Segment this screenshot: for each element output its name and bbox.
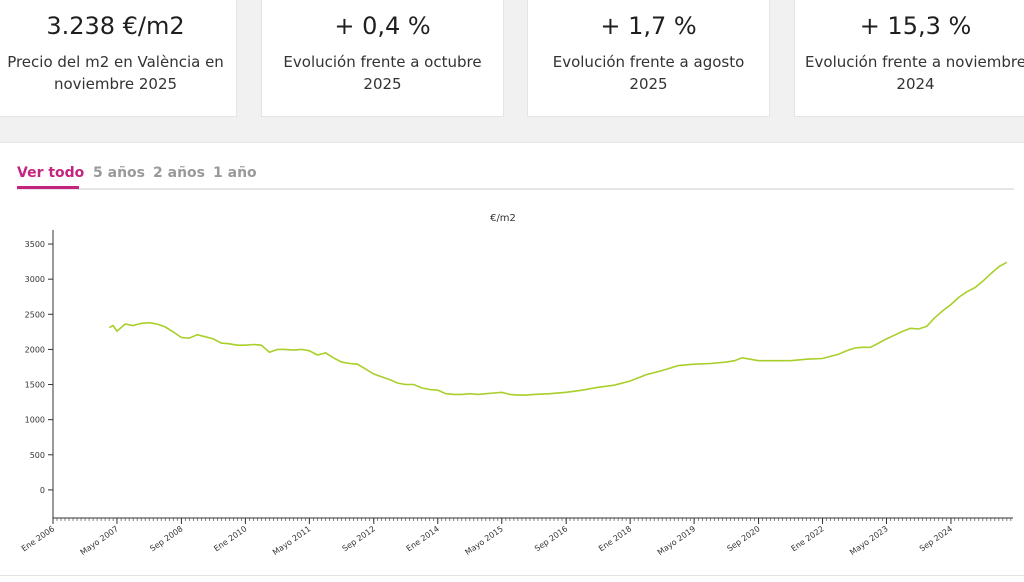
stat-label-line: Evolución frente a agosto <box>552 53 745 71</box>
stat-label-line: Evolución frente a octubre <box>283 53 482 71</box>
price-chart: €/m2 0 500 1000 1500 2000 2500 3000 3500 Ene 20… <box>0 200 1024 578</box>
y-tick-label: 3000 <box>25 275 45 284</box>
x-tick-label: Sep 2016 <box>533 524 569 553</box>
active-tab-indicator <box>17 186 79 189</box>
y-tick-label: 3500 <box>25 240 45 249</box>
tab-5-anos[interactable]: 5 años <box>93 165 145 181</box>
stat-card-monthly: + 0,4 % Evolución frente a octubre 2025 <box>261 0 504 117</box>
chart-title: €/m2 <box>490 213 516 224</box>
x-tick-label: Ene 2014 <box>405 524 441 553</box>
x-tick-label: Mayo 2011 <box>271 524 312 557</box>
stat-label-line: Precio del m2 en València en <box>7 53 224 71</box>
x-tick-label: Ene 2010 <box>212 524 248 553</box>
x-tick-label: Mayo 2019 <box>656 524 697 557</box>
price-chart-svg: €/m2 0 500 1000 1500 2000 2500 3000 3500 Ene 20… <box>20 213 1013 557</box>
stat-label: Precio del m2 en València en noviembre 2… <box>0 51 236 95</box>
x-tick-label: Sep 2024 <box>918 524 954 553</box>
x-tick-label: Ene 2018 <box>597 524 633 553</box>
tab-1-ano[interactable]: 1 año <box>213 165 257 181</box>
x-tick-label: Mayo 2015 <box>463 524 504 557</box>
range-tabs: Ver todo 5 años 2 años 1 año <box>17 162 1014 190</box>
stat-label-line: 2025 <box>629 75 668 93</box>
tab-2-anos[interactable]: 2 años <box>153 165 205 181</box>
divider <box>0 575 1024 576</box>
stat-label-line: Evolución frente a noviembre <box>805 53 1024 71</box>
x-tick-label: Ene 2022 <box>789 524 825 553</box>
stat-card-quarterly: + 1,7 % Evolución frente a agosto 2025 <box>527 0 770 117</box>
x-tick-label: Ene 2006 <box>20 524 56 553</box>
x-tick-label: Sep 2020 <box>725 524 761 553</box>
x-tick-label: Sep 2008 <box>148 524 184 553</box>
y-tick-label: 1000 <box>25 416 45 425</box>
x-tick-label: Mayo 2007 <box>79 524 120 557</box>
stat-card-yearly: + 15,3 % Evolución frente a noviembre 20… <box>794 0 1024 117</box>
y-tick-label: 500 <box>30 451 45 460</box>
stat-label: Evolución frente a agosto 2025 <box>528 51 769 95</box>
y-tick-label: 0 <box>40 486 45 495</box>
y-tick-label: 2000 <box>25 345 45 354</box>
stat-label: Evolución frente a octubre 2025 <box>262 51 503 95</box>
stat-label-line: 2024 <box>896 75 935 93</box>
stat-label-line: noviembre 2025 <box>53 75 178 93</box>
x-tick-label: Mayo 2023 <box>848 524 889 557</box>
stat-value: + 0,4 % <box>334 12 431 40</box>
stat-value: + 1,7 % <box>600 12 697 40</box>
y-tick-label: 1500 <box>25 381 45 390</box>
stat-label-line: 2025 <box>363 75 402 93</box>
x-tick-label: Sep 2012 <box>341 524 377 553</box>
tab-ver-todo[interactable]: Ver todo <box>17 165 85 181</box>
stat-value: + 15,3 % <box>859 12 972 40</box>
series-line-price <box>108 261 1008 396</box>
stat-value: 3.238 €/m2 <box>46 12 185 40</box>
stat-label: Evolución frente a noviembre 2024 <box>795 51 1024 95</box>
stat-card-price: 3.238 €/m2 Precio del m2 en València en … <box>0 0 237 117</box>
y-tick-label: 2500 <box>25 310 45 319</box>
